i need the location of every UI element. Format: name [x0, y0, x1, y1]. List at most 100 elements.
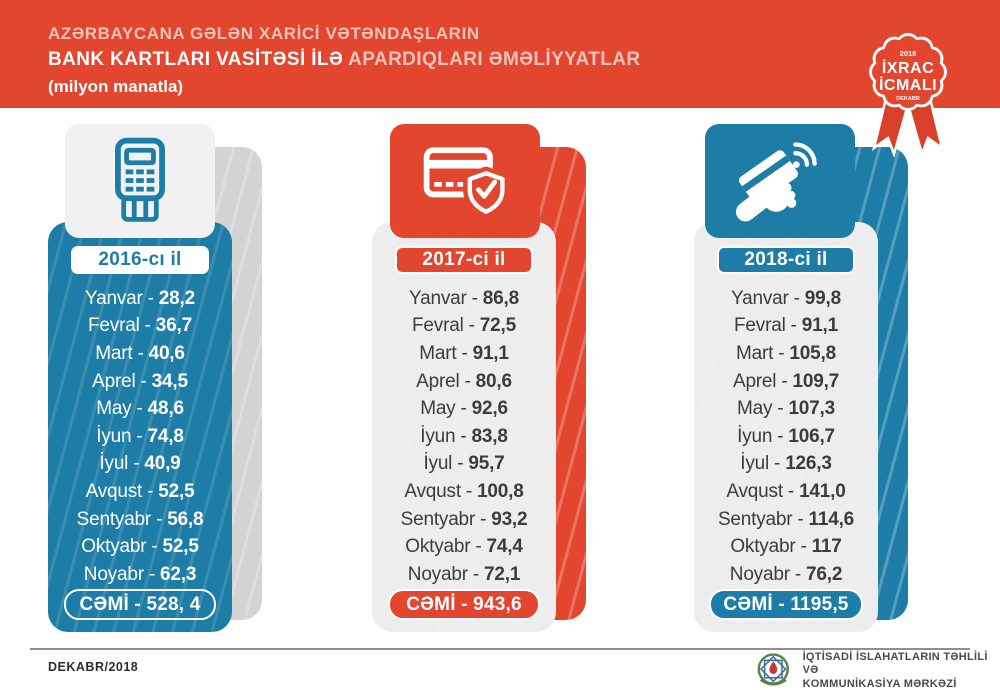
separator: -: [465, 480, 473, 502]
rosette-body: [872, 36, 944, 108]
month-value: 36,7: [155, 315, 192, 337]
month-value: 109,7: [792, 370, 840, 392]
month-value: 92,6: [471, 398, 508, 420]
month-row: Sentyabr -93,2: [401, 506, 528, 534]
month-row: May -107,3: [737, 395, 835, 423]
month-name: May: [420, 398, 456, 420]
month-value: 91,1: [801, 315, 838, 337]
separator: -: [472, 563, 479, 585]
month-row: Yanvar -99,8: [731, 285, 841, 313]
month-value: 105,8: [789, 342, 836, 364]
month-row: İyul -40,9: [99, 451, 180, 479]
month-row: Oktyabr -117: [730, 533, 842, 561]
month-name: Noyabr: [729, 563, 790, 585]
month-name: Yanvar: [409, 287, 467, 309]
month-name: Noyabr: [407, 563, 468, 585]
month-name: Fevral: [734, 315, 786, 337]
separator: -: [464, 370, 471, 392]
separator: -: [147, 480, 154, 502]
month-value: 141,0: [799, 480, 846, 502]
header-subtitle: AZƏRBAYCANA GƏLƏN XARİCİ VƏTƏNDAŞLARIN: [48, 24, 480, 43]
month-row: Fevral -91,1: [734, 313, 838, 341]
month-row: İyun -106,7: [737, 423, 835, 451]
separator: -: [156, 508, 163, 530]
separator: -: [461, 342, 468, 364]
month-row: Avqust -100,8: [404, 478, 523, 506]
month-row: Noyabr -72,1: [407, 561, 521, 589]
month-value: 99,8: [804, 287, 841, 309]
separator: -: [136, 398, 143, 420]
month-row: Mart -40,6: [95, 340, 185, 368]
state-emblem-icon: [757, 653, 789, 686]
month-name: Oktyabr: [405, 536, 471, 558]
separator: -: [787, 480, 795, 502]
separator: -: [475, 536, 482, 558]
footer-divider: [30, 648, 970, 650]
month-row: Noyabr -62,3: [84, 561, 197, 589]
month-value: 28,2: [158, 287, 195, 309]
footer-date: DEKABR/2018: [48, 660, 139, 674]
month-name: İyul: [423, 453, 453, 475]
month-row: Fevral -36,7: [88, 313, 192, 341]
separator: -: [140, 370, 147, 392]
separator: -: [137, 342, 144, 364]
month-name: Yanvar: [731, 287, 789, 309]
year-label: 2016-cı il: [71, 246, 209, 274]
organization-name: İQTİSADİ İSLAHATLARIN TƏHLİLİ VƏ KOMMUNİ…: [803, 651, 1000, 690]
month-row: İyun -74,8: [96, 423, 184, 451]
month-value: 117: [811, 536, 842, 558]
month-name: İyun: [420, 425, 456, 447]
year-label: 2017-ci il: [395, 246, 533, 274]
month-value: 40,9: [144, 453, 181, 475]
month-value: 80,6: [475, 370, 512, 392]
separator: -: [790, 315, 797, 337]
month-value: 62,3: [160, 563, 197, 585]
month-value: 52,5: [162, 536, 199, 558]
month-name: Yanvar: [85, 287, 143, 309]
month-row: May -48,6: [96, 395, 184, 423]
month-name: Sentyabr: [717, 508, 793, 530]
month-row: Mart -91,1: [419, 340, 509, 368]
contactless-payment-icon: [705, 124, 855, 238]
separator: -: [793, 287, 800, 309]
separator: -: [800, 536, 807, 558]
month-row: May -92,6: [420, 395, 508, 423]
separator: -: [468, 315, 475, 337]
separator: -: [147, 287, 154, 309]
header-title-rest: APARDIQLARI ƏMƏLİYYATLAR: [343, 49, 641, 70]
month-name: Aprel: [416, 370, 460, 392]
header-band: AZƏRBAYCANA GƏLƏN XARİCİ VƏTƏNDAŞLARIN B…: [0, 0, 1000, 108]
month-row: Aprel -80,6: [416, 368, 512, 396]
month-name: Avqust: [85, 480, 143, 502]
month-value: 48,6: [147, 398, 184, 420]
month-row: Avqust -52,5: [86, 478, 195, 506]
separator: -: [460, 425, 467, 447]
month-name: Oktyabr: [81, 536, 147, 558]
organization-line2: KOMMUNİKASİYA MƏRKƏZİ: [802, 677, 957, 690]
badge-year: 2018: [900, 49, 917, 58]
month-row: İyul -95,7: [423, 451, 504, 479]
month-name: Aprel: [92, 370, 136, 392]
month-value: 56,8: [167, 508, 204, 530]
total-label: CƏMİ - 943,6: [388, 588, 540, 620]
month-name: Avqust: [726, 480, 783, 502]
month-row: İyul -126,3: [740, 451, 832, 479]
month-name: Sentyabr: [76, 508, 152, 530]
separator: -: [144, 315, 151, 337]
month-name: Mart: [736, 342, 774, 364]
month-value: 72,5: [479, 315, 516, 337]
month-name: Mart: [95, 342, 133, 364]
rosette-badge-icon: 2018 İXRAC İCMALI DEKABR: [869, 33, 947, 159]
month-list: Yanvar -28,2 Fevral -36,7 Mart -40,6 Aprel -…: [77, 285, 204, 589]
header-title: BANK KARTLARI VASİTƏSİ İLƏ APARDIQLARI Ə…: [48, 49, 1000, 71]
month-name: Avqust: [404, 480, 461, 502]
separator: -: [133, 453, 140, 475]
separator: -: [457, 453, 464, 475]
separator: -: [777, 398, 784, 420]
badge-line2: İCMALI: [879, 76, 937, 94]
organization-line1: İQTİSADİ İSLAHATLARIN TƏHLİLİ VƏ: [802, 650, 988, 677]
separator: -: [151, 536, 158, 558]
year-label: 2018-ci il: [717, 246, 855, 274]
month-value: 74,8: [147, 425, 184, 447]
